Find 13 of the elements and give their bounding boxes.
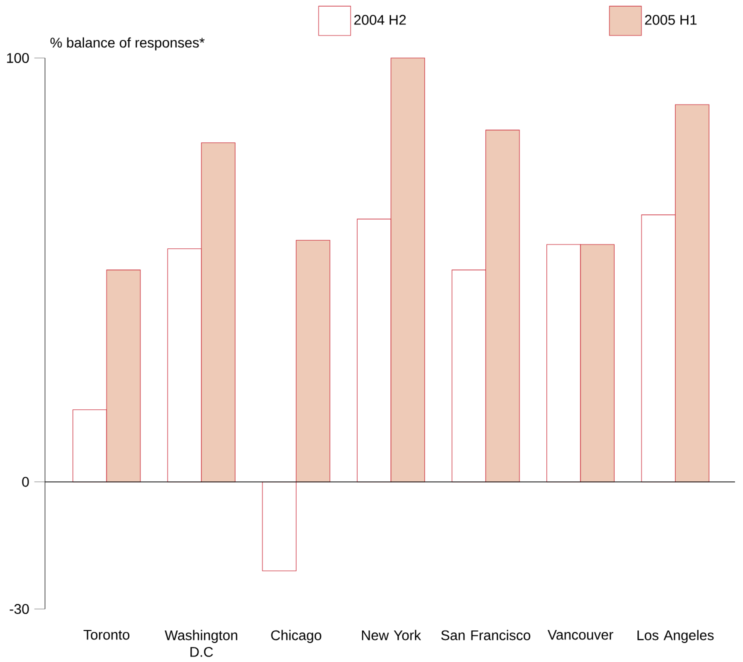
x-tick-label: San Francisco (441, 630, 530, 640)
y-tick-label: 0 (22, 477, 29, 488)
y-tick-label: -30 (10, 604, 29, 614)
y-axis-title: % balance of responses* (50, 38, 205, 51)
x-tick-label: Toronto (84, 630, 130, 640)
x-tick-label: Los Angeles (638, 630, 714, 644)
legend-label: 2005 H1 (645, 15, 697, 26)
x-tick-label: Vancouver (548, 630, 614, 640)
x-tick-label: New York (362, 630, 422, 640)
legend-label: 2004 H2 (354, 15, 406, 26)
x-tick-label: Washington D.C (164, 630, 238, 658)
y-tick-label: 100 (7, 53, 29, 64)
x-tick-label: Chicago (271, 630, 322, 644)
